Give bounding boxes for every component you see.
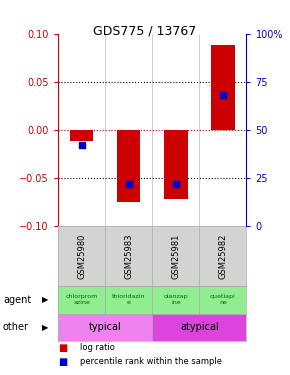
Bar	[105, 286, 152, 314]
Text: percentile rank within the sample: percentile rank within the sample	[80, 357, 222, 366]
Bar	[200, 286, 246, 314]
Bar	[152, 314, 246, 341]
Point	[79, 142, 84, 148]
Text: GSM25982: GSM25982	[218, 233, 227, 279]
Bar	[58, 314, 152, 341]
Text: GSM25983: GSM25983	[124, 233, 133, 279]
Text: ▶: ▶	[42, 323, 48, 332]
Text: GSM25980: GSM25980	[77, 233, 86, 279]
Bar	[117, 130, 140, 202]
Text: log ratio: log ratio	[80, 344, 115, 352]
Bar	[152, 286, 200, 314]
Text: thioridazin
e: thioridazin e	[112, 294, 145, 305]
Text: atypical: atypical	[180, 322, 219, 333]
Point	[221, 92, 225, 98]
Text: ▶: ▶	[42, 295, 48, 304]
Point	[126, 181, 131, 187]
Text: chlorprom
azine: chlorprom azine	[66, 294, 98, 305]
Text: other: other	[3, 322, 29, 333]
Text: GSM25981: GSM25981	[171, 233, 180, 279]
Bar	[70, 130, 93, 141]
Text: ■: ■	[58, 343, 67, 353]
Bar	[58, 286, 105, 314]
Text: GDS775 / 13767: GDS775 / 13767	[93, 24, 197, 38]
Text: typical: typical	[89, 322, 122, 333]
Text: agent: agent	[3, 295, 31, 305]
Point	[173, 181, 178, 187]
Text: olanzap
ine: olanzap ine	[164, 294, 188, 305]
Text: quetiapi
ne: quetiapi ne	[210, 294, 236, 305]
Bar	[164, 130, 188, 199]
Text: ■: ■	[58, 357, 67, 367]
Bar	[211, 45, 235, 130]
